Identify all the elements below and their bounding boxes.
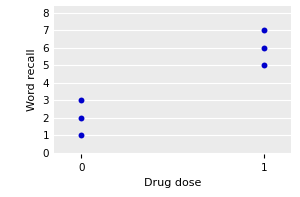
Y-axis label: Word recall: Word recall bbox=[27, 48, 37, 111]
Point bbox=[79, 134, 84, 137]
Point bbox=[261, 29, 266, 32]
Point bbox=[79, 99, 84, 102]
X-axis label: Drug dose: Drug dose bbox=[144, 178, 201, 188]
Point bbox=[261, 64, 266, 67]
Point bbox=[79, 116, 84, 119]
Point bbox=[261, 46, 266, 49]
